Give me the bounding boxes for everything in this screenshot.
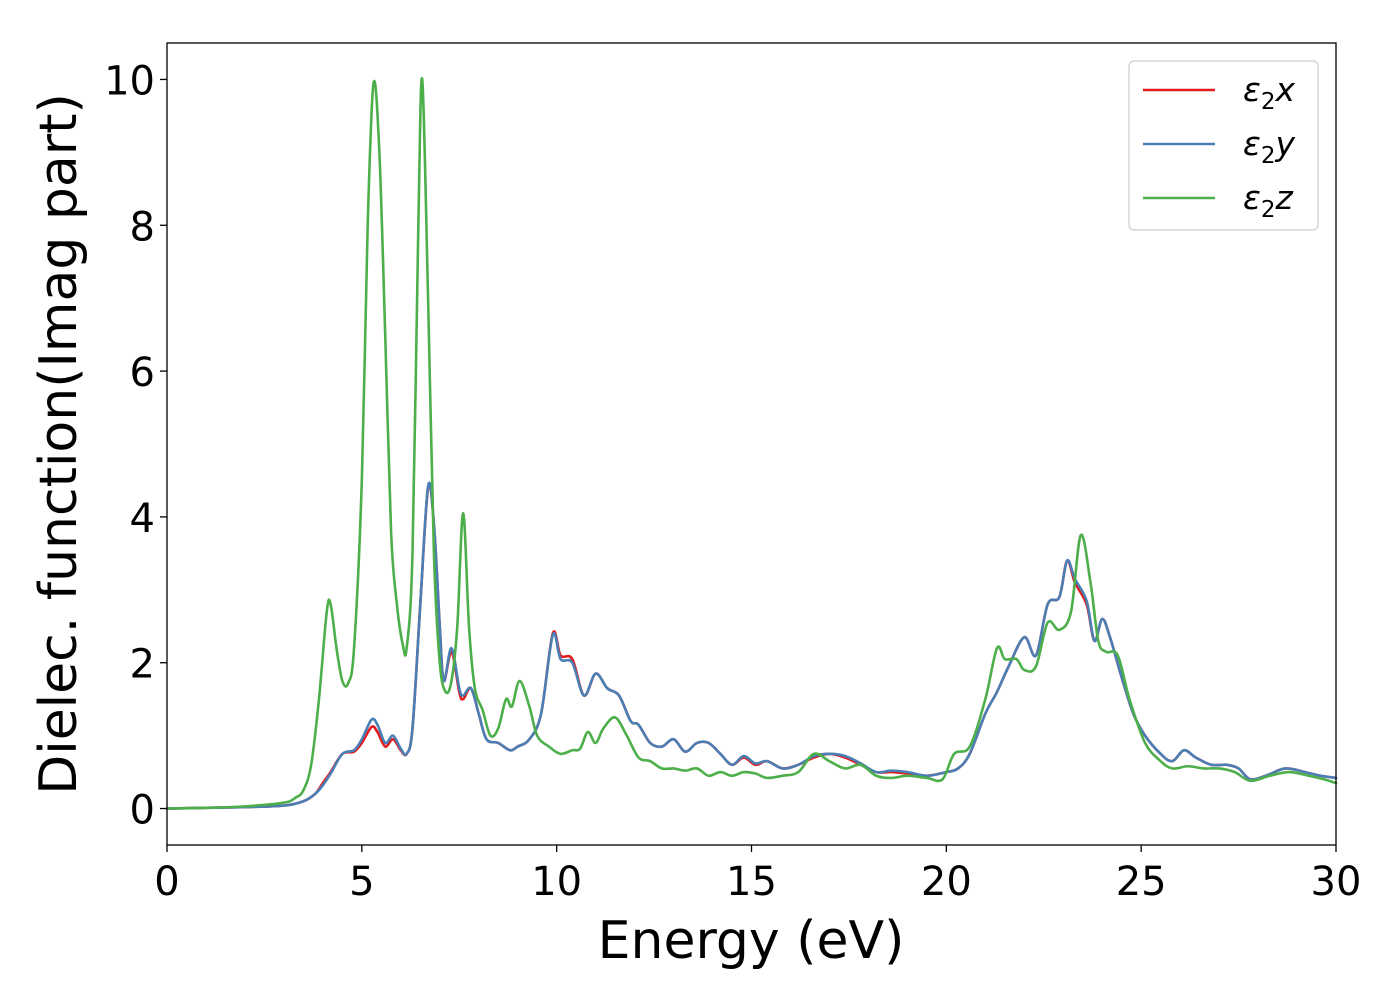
x-tick-label-5: 5 (349, 859, 374, 905)
y-tick-label-4: 4 (130, 496, 155, 542)
x-tick-label-30: 30 (1311, 859, 1362, 905)
y-tick-label-10: 10 (104, 58, 155, 104)
series-layer (165, 76, 1338, 810)
y-tick-label-0: 0 (130, 788, 155, 834)
x-axis-title: Energy (eV) (598, 911, 905, 971)
y-tick-label-6: 6 (130, 350, 155, 396)
legend-label-z: ε2z (1243, 178, 1293, 223)
legend-box (1128, 60, 1319, 231)
x-tick-label-25: 25 (1116, 859, 1167, 905)
legend-label-x: ε2x (1243, 70, 1295, 115)
x-tick-label-15: 15 (726, 859, 777, 905)
y-tick-label-2: 2 (130, 642, 155, 688)
y-axis-title: Dielec. function(Imag part) (29, 93, 89, 795)
y-tick-label-8: 8 (130, 204, 155, 250)
series-line-z (165, 76, 1338, 810)
ticks-layer: 0 5 10 15 20 25 30 0 2 4 6 8 10 (104, 58, 1361, 905)
x-tick-label-0: 0 (154, 859, 179, 905)
legend-label-y: ε2y (1243, 124, 1295, 169)
legend: ε2x ε2y ε2z (1128, 60, 1319, 231)
x-tick-label-10: 10 (531, 859, 582, 905)
x-tick-label-20: 20 (921, 859, 972, 905)
series-line-y (165, 481, 1338, 810)
